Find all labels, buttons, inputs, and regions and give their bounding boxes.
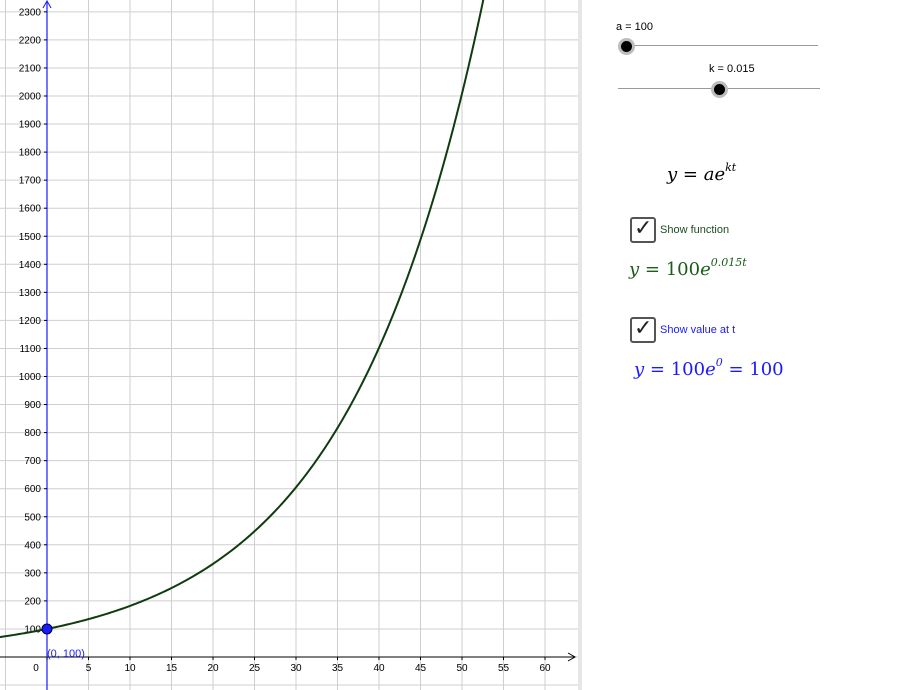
y-tick-label: 1800	[19, 148, 42, 159]
x-tick-label: 45	[415, 663, 427, 674]
function-formula-exponent: 0.015t	[710, 256, 747, 269]
slider-a-knob[interactable]	[618, 38, 635, 55]
y-tick-label: 1000	[19, 372, 42, 383]
general-formula-base: ae	[703, 164, 726, 185]
y-tick-label: 1700	[19, 176, 42, 187]
checkmark-icon: ✓	[634, 216, 653, 241]
slider-k-label: k = 0.015	[709, 63, 755, 75]
show-function-label[interactable]: Show function	[660, 224, 730, 236]
y-tick-label: 1100	[19, 344, 41, 355]
general-formula-lhs: y	[667, 164, 678, 185]
y-tick-label: 600	[24, 484, 41, 495]
x-axis-arrow	[567, 652, 577, 662]
slider-k[interactable]: k = 0.015	[582, 60, 900, 105]
value-point-label: (0, 100)	[47, 648, 85, 660]
value-formula-result: 100	[749, 359, 784, 380]
x-tick-label: 5	[86, 663, 92, 674]
y-tick-label: 1600	[19, 204, 42, 215]
plot-canvas[interactable]: 0 5 10 15 20 25 30 35 40 45 50 55 60 100 200 300 400 500 6…	[0, 0, 578, 690]
graphics-view[interactable]: 0 5 10 15 20 25 30 35 40 45 50 55 60 100 200 300 400 500 6…	[0, 0, 578, 690]
y-tick-label: 800	[24, 428, 41, 439]
y-tick-label: 1500	[19, 232, 42, 243]
value-formula-lhs: y	[634, 359, 645, 380]
panel-divider[interactable]	[578, 0, 582, 690]
side-panel: a = 100 k = 0.015 y = aekt ✓ Show functi…	[582, 0, 900, 690]
x-tick-label: 40	[373, 663, 385, 674]
y-tick-label: 1300	[19, 288, 42, 299]
x-tick-label: 20	[207, 663, 219, 674]
show-value-checkbox[interactable]: ✓	[630, 316, 656, 343]
checkmark-icon: ✓	[634, 316, 653, 341]
x-tick-label: 10	[124, 663, 136, 674]
y-tick-label: 1900	[19, 120, 42, 131]
y-tick-label: 2100	[19, 63, 42, 74]
x-tick-label: 55	[498, 663, 510, 674]
function-formula-lhs: y	[629, 259, 640, 280]
value-formula-base: e	[705, 359, 716, 380]
function-formula-base: e	[700, 259, 711, 280]
x-tick-label: 25	[249, 663, 261, 674]
general-formula-exponent: kt	[725, 161, 737, 174]
y-tick-label: 300	[24, 568, 41, 579]
function-curve	[0, 0, 485, 639]
function-formula-coeff: 100	[665, 259, 701, 280]
x-tick-label: 30	[290, 663, 302, 674]
y-tick-label: 500	[24, 512, 41, 523]
y-tick-label: 100	[24, 624, 41, 635]
y-axis-arrow	[42, 0, 52, 9]
value-point[interactable]	[41, 623, 53, 635]
y-tick-label: 200	[24, 596, 41, 607]
slider-a-label: a = 100	[616, 21, 654, 33]
value-formula: y = 100e0 = 100	[634, 356, 784, 380]
y-tick-label: 900	[24, 400, 41, 411]
y-tick-label: 1400	[19, 260, 42, 271]
general-formula: y = aekt	[667, 161, 737, 185]
y-tick-label: 2000	[19, 92, 42, 103]
x-tick-label: 35	[332, 663, 344, 674]
value-formula-exponent: 0	[715, 356, 723, 369]
show-function-checkbox[interactable]: ✓	[630, 216, 656, 243]
function-formula: y = 100e0.015t	[629, 256, 747, 280]
x-tick-label: 50	[456, 663, 468, 674]
slider-a-track[interactable]	[625, 45, 818, 46]
y-tick-label: 2300	[19, 7, 42, 18]
value-formula-coeff: 100	[670, 359, 706, 380]
y-tick-label: 1200	[19, 316, 42, 327]
y-tick-label: 2200	[19, 35, 42, 46]
slider-a[interactable]: a = 100	[582, 0, 900, 60]
x-tick-label: 15	[166, 663, 178, 674]
x-tick-label: 60	[539, 663, 551, 674]
y-tick-label: 400	[24, 540, 41, 551]
slider-k-knob[interactable]	[711, 81, 728, 98]
y-tick-label: 700	[24, 456, 41, 467]
x-tick-label: 0	[33, 663, 39, 674]
show-value-label[interactable]: Show value at t	[660, 324, 736, 336]
